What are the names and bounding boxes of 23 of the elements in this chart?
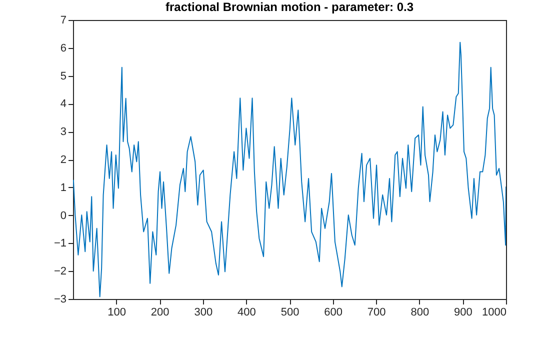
y-tick-label: 7 xyxy=(60,14,66,26)
y-tick-label: −1 xyxy=(54,238,66,250)
x-tick-label: 300 xyxy=(194,306,213,318)
y-tick-label: 3 xyxy=(60,126,66,138)
y-tick-label: 2 xyxy=(60,154,66,166)
y-tick-label: 0 xyxy=(60,210,66,222)
chart-title: fractional Brownian motion - parameter: 0.3 xyxy=(165,0,414,14)
y-tick-label: 4 xyxy=(60,98,66,110)
x-tick-label: 700 xyxy=(367,306,386,318)
y-tick-label: −3 xyxy=(54,294,66,306)
y-tick-label: 6 xyxy=(60,42,66,54)
x-tick-label: 800 xyxy=(410,306,430,318)
y-tick-label: 5 xyxy=(60,70,66,82)
x-tick-label: 1000 xyxy=(482,306,506,318)
line-series xyxy=(73,42,506,298)
y-tick-label: 1 xyxy=(60,182,66,194)
y-tick-label: −2 xyxy=(54,266,66,278)
x-tick-label: 200 xyxy=(150,306,170,318)
x-tick-label: 500 xyxy=(280,306,300,318)
x-tick-label: 100 xyxy=(108,306,126,318)
x-tick-label: 600 xyxy=(324,306,342,318)
x-tick-label: 400 xyxy=(238,306,256,318)
x-tick-label: 900 xyxy=(454,306,472,318)
